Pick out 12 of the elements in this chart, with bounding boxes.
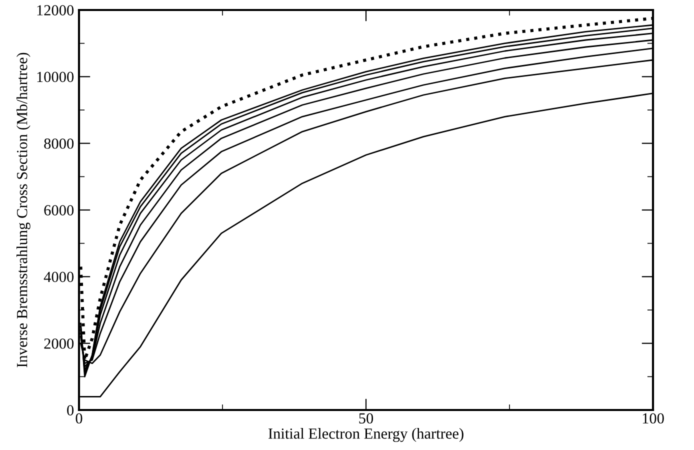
y-axis-title: Inverse Bremsstrahlung Cross Section (Mb/hartree) — [16, 52, 30, 368]
x-axis-title: Initial Electron Energy (hartree) — [268, 428, 464, 442]
y-tick-label: 4000 — [44, 272, 74, 282]
x-tick-label: 0 — [76, 413, 82, 424]
y-tick-label: 2000 — [44, 338, 74, 349]
y-tick-label: 6000 — [44, 205, 74, 216]
y-tick-label: 8000 — [44, 138, 74, 149]
y-tick-label: 12000 — [37, 5, 74, 16]
y-tick-label: 10000 — [37, 72, 74, 82]
x-tick-label: 100 — [642, 413, 664, 424]
x-tick-label: 50 — [359, 413, 374, 424]
y-tick-label: 0 — [67, 405, 74, 416]
